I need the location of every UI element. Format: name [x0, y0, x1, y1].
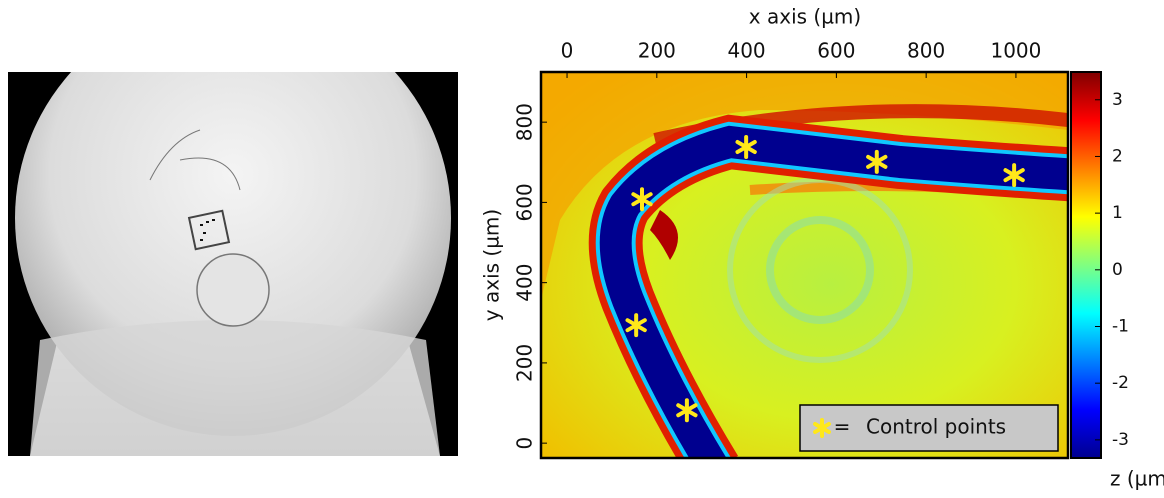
control-point [625, 313, 647, 338]
heatmap [541, 72, 1068, 458]
legend-label: Control points [866, 415, 1006, 439]
x-tick-label: 200 [638, 39, 676, 63]
y-tick-label: 600 [513, 183, 537, 221]
control-point [631, 187, 653, 212]
colorbar-tick-label: -1 [1112, 316, 1129, 336]
control-point [1003, 163, 1025, 188]
x-tick-label: 800 [907, 39, 945, 63]
y-tick-label: 0 [513, 437, 537, 450]
control-point [735, 135, 757, 160]
legend-equals: = [834, 415, 851, 439]
colorbar [1070, 71, 1102, 459]
colorbar-tick-label: -2 [1112, 373, 1129, 393]
colorbar-tick-label: 1 [1112, 203, 1123, 223]
x-tick-label: 0 [561, 39, 574, 63]
control-point [676, 398, 698, 423]
colorbar-tick-label: 3 [1112, 90, 1123, 110]
plot-frame [539, 70, 1070, 460]
legend-box [799, 404, 1059, 452]
y-tick-label: 200 [513, 344, 537, 382]
colorbar-label: z (µm) [1110, 467, 1164, 491]
legend-symbol [813, 418, 831, 438]
y-axis-label: y axis (µm) [480, 209, 504, 321]
legend: = Control points [799, 404, 1059, 452]
colorbar-tick-label: -3 [1112, 430, 1129, 450]
photo [8, 72, 458, 456]
colorbar-tick-label: 2 [1112, 146, 1123, 166]
y-tick-label: 400 [513, 264, 537, 302]
x-tick-label: 600 [817, 39, 855, 63]
y-tick-label: 800 [513, 103, 537, 141]
x-axis-label: x axis (µm) [749, 5, 861, 29]
colorbar-tick-label: 0 [1112, 260, 1123, 280]
x-tick-label: 400 [727, 39, 765, 63]
x-tick-label: 1000 [990, 39, 1041, 63]
control-point [866, 149, 888, 174]
